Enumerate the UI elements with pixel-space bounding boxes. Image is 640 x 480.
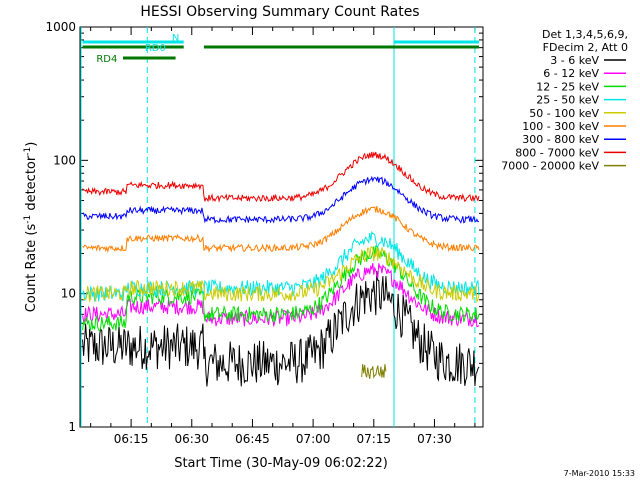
legend-label: 25 - 50 keV bbox=[536, 94, 599, 107]
series-lines bbox=[82, 151, 480, 387]
chart-title: HESSI Observing Summary Count Rates bbox=[140, 4, 419, 20]
flag-label: RD0 bbox=[145, 43, 166, 54]
x-tick-label: 06:30 bbox=[174, 432, 209, 446]
y-axis-label-sup2: -1 bbox=[23, 147, 33, 156]
legend-header-2: FDecim 2, Att 0 bbox=[543, 41, 628, 54]
legend-label: 100 - 300 keV bbox=[522, 120, 599, 133]
legend-label: 12 - 25 keV bbox=[536, 80, 599, 93]
flag-label: N bbox=[172, 33, 179, 44]
y-axis-label-main: Count Rate (s bbox=[24, 224, 39, 313]
y-tick-label: 10 bbox=[61, 287, 76, 301]
series-line bbox=[82, 230, 480, 302]
series-line bbox=[82, 246, 480, 304]
x-tick-label: 07:15 bbox=[356, 432, 391, 446]
x-tick-label: 06:45 bbox=[235, 432, 270, 446]
y-axis-label: Count Rate (s-1 detector-1) bbox=[23, 142, 39, 313]
x-axis-label: Start Time (30-May-09 06:02:22) bbox=[174, 456, 388, 471]
x-axis: 06:15 06:30 06:45 07:00 07:15 07:30 bbox=[90, 27, 476, 446]
footer-date: 7-Mar-2010 15:33 bbox=[564, 469, 635, 478]
legend: Det 1,3,4,5,6,9, FDecim 2, Att 0 3 - 6 k… bbox=[501, 28, 628, 173]
x-tick-label: 07:30 bbox=[417, 432, 452, 446]
y-tick-label: 1000 bbox=[45, 20, 76, 34]
flag-label: RD4 bbox=[96, 54, 117, 65]
x-tick-label: 07:00 bbox=[296, 432, 331, 446]
series-line bbox=[361, 363, 387, 379]
y-axis-label-sup1: -1 bbox=[23, 215, 33, 224]
series-line bbox=[82, 175, 480, 225]
y-axis-label-mid: detector bbox=[24, 155, 39, 215]
series-line bbox=[82, 151, 480, 203]
plot-frame bbox=[79, 26, 484, 428]
legend-label: 300 - 800 keV bbox=[522, 133, 599, 146]
legend-label: 800 - 7000 keV bbox=[515, 146, 599, 159]
y-tick-label: 1 bbox=[68, 420, 76, 434]
legend-label: 3 - 6 keV bbox=[550, 54, 599, 67]
legend-label: 6 - 12 keV bbox=[543, 67, 599, 80]
x-tick-label: 06:15 bbox=[114, 432, 149, 446]
y-axis-label-end: ) bbox=[24, 142, 39, 147]
legend-label: 7000 - 20000 keV bbox=[501, 160, 599, 173]
series-line bbox=[82, 270, 480, 387]
y-axis: 1 10 100 1000 bbox=[45, 20, 483, 434]
legend-label: 50 - 100 keV bbox=[529, 107, 599, 120]
series-line bbox=[82, 206, 480, 254]
legend-header-1: Det 1,3,4,5,6,9, bbox=[542, 28, 628, 41]
y-tick-label: 100 bbox=[53, 153, 76, 167]
